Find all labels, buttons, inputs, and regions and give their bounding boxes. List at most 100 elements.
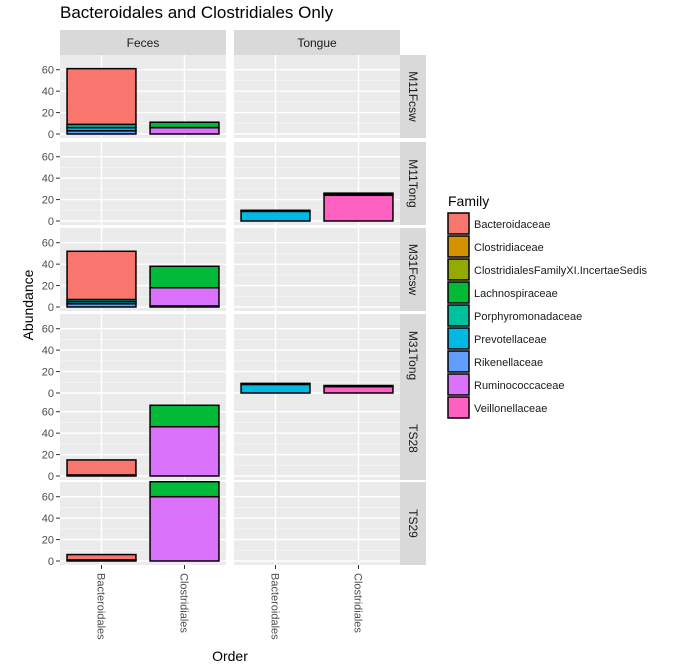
- bar-bacteroidales-bacteroidaceae: [66, 459, 137, 476]
- y-tick-label: 0: [48, 129, 54, 141]
- y-tick-label: 60: [42, 152, 54, 164]
- bar-bacteroidales-porphyromonadaceae: [240, 209, 311, 213]
- y-tick-label: 60: [42, 238, 54, 250]
- y-tick-label: 40: [42, 173, 54, 185]
- x-tick-label-clostridiales: Clostridiales: [352, 573, 364, 633]
- legend-key-bacteroidaceae: [447, 212, 470, 235]
- strip-label-ts28: TS28: [406, 424, 420, 453]
- panel-m11fcsw-tongue: [234, 55, 400, 138]
- strip-ts28: [400, 397, 426, 480]
- y-tick-label: 0: [48, 471, 54, 483]
- bar-bacteroidales-bacteroidaceae: [66, 67, 137, 126]
- legend-key-ruminococcaceae: [447, 373, 470, 396]
- strip-label-feces: Feces: [127, 36, 160, 50]
- panel-m31tong-feces: [60, 314, 226, 397]
- y-tick-label: 0: [48, 388, 54, 400]
- strip-m31tong: [400, 314, 426, 397]
- x-axis-label: Order: [212, 648, 248, 664]
- legend-key-prevotellaceae: [447, 327, 470, 350]
- strip-m11fcsw: [400, 55, 426, 138]
- strip-feces: [60, 30, 226, 55]
- legend-label-clostridiaceae: Clostridiaceae: [474, 242, 544, 254]
- bar-bacteroidales-prevotellaceae: [240, 210, 311, 222]
- legend-key-clostridiaceae: [447, 235, 470, 258]
- bar-bacteroidales-prevotellaceae: [240, 383, 311, 394]
- panel-m31tong-tongue: [234, 314, 400, 397]
- strip-ts29: [400, 482, 426, 565]
- y-tick-label: 20: [42, 195, 54, 207]
- panel-ts28-tongue: [234, 397, 400, 480]
- panel-background: [60, 314, 226, 397]
- legend-key-rikenellaceae: [447, 350, 470, 373]
- panels-layer: Feces Tongue M11Fcsw 0 20 40 60 M11Tong 0 20 40 60 M…: [42, 30, 426, 640]
- y-tick-label: 40: [42, 428, 54, 440]
- y-tick-label: 60: [42, 492, 54, 504]
- bar-bacteroidales-porphyromonadaceae: [240, 382, 311, 386]
- legend-label-prevotellaceae: Prevotellaceae: [474, 334, 547, 346]
- y-axis-label: Abundance: [20, 269, 36, 340]
- strip-label-m11tong: M11Tong: [406, 159, 420, 207]
- y-tick-label: 40: [42, 259, 54, 271]
- strip-m31fcsw: [400, 228, 426, 311]
- legend-label-rikenellaceae: Rikenellaceae: [474, 357, 543, 369]
- strip-label-m31tong: M31Tong: [406, 331, 420, 380]
- y-tick-label: 20: [42, 535, 54, 547]
- y-tick-label: 20: [42, 450, 54, 462]
- legend-label-bacteroidaceae: Bacteroidaceae: [474, 219, 550, 231]
- strip-m11tong: [400, 142, 426, 225]
- bar-bacteroidales-bacteroidaceae: [66, 553, 137, 561]
- panel-m11fcsw-feces: [60, 55, 226, 138]
- legend-label-lachnospiraceae: Lachnospiraceae: [474, 288, 558, 300]
- strip-label-m31fcsw: M31Fcsw: [406, 244, 420, 296]
- strip-label-tongue: Tongue: [297, 36, 337, 50]
- legend-label-ruminococcaceae: Ruminococcaceae: [474, 380, 565, 392]
- bar-clostridiales-veillonellaceae: [323, 194, 394, 222]
- bar-clostridiales-ruminococcaceae: [149, 126, 220, 135]
- x-tick-label-bacteroidales: Bacteroidales: [269, 573, 281, 640]
- legend-key-veillonellaceae: [447, 396, 470, 419]
- y-tick-label: 0: [48, 556, 54, 568]
- y-tick-label: 40: [42, 513, 54, 525]
- y-tick-label: 40: [42, 86, 54, 98]
- y-tick-label: 20: [42, 108, 54, 120]
- panel-m11tong-feces: [60, 142, 226, 225]
- y-tick-label: 20: [42, 281, 54, 293]
- y-tick-label: 60: [42, 65, 54, 77]
- bar-clostridiales-veillonellaceae: [323, 385, 394, 394]
- panel-ts28-feces: [60, 397, 226, 480]
- y-tick-label: 0: [48, 302, 54, 314]
- y-tick-label: 20: [42, 367, 54, 379]
- y-tick-label: 0: [48, 216, 54, 228]
- legend-key-porphyromonadaceae: [447, 304, 470, 327]
- bar-clostridiales-lachnospiraceae: [149, 404, 220, 428]
- bar-clostridiales-ruminococcaceae: [149, 286, 220, 307]
- legend-key-clostridialesfamilyxi-incertaesedis: [447, 258, 470, 281]
- strip-label-m11fcsw: M11Fcsw: [406, 71, 420, 122]
- panel-m11tong-tongue: [234, 142, 400, 225]
- panel-background: [234, 397, 400, 480]
- chart-title: Bacteroidales and Clostridiales Only: [60, 3, 334, 22]
- y-tick-label: 60: [42, 324, 54, 336]
- bar-clostridiales-lachnospiraceae: [323, 384, 394, 388]
- legend-label-veillonellaceae: Veillonellaceae: [474, 403, 547, 415]
- panel-m31fcsw-tongue: [234, 228, 400, 311]
- bar-clostridiales-ruminococcaceae: [149, 425, 220, 477]
- bar-bacteroidales-bacteroidaceae: [66, 250, 137, 301]
- bar-clostridiales-lachnospiraceae: [149, 265, 220, 289]
- bar-clostridiales-ruminococcaceae: [149, 495, 220, 562]
- panel-background: [234, 55, 400, 138]
- legend-label-clostridialesfamilyxi-incertaesedis: ClostridialesFamilyXI.IncertaeSedis: [474, 265, 648, 277]
- y-tick-label: 60: [42, 407, 54, 419]
- panel-ts29-tongue: [234, 482, 400, 565]
- panel-background: [234, 482, 400, 565]
- y-tick-label: 40: [42, 345, 54, 357]
- legend-label-porphyromonadaceae: Porphyromonadaceae: [474, 311, 582, 323]
- panel-m31fcsw-feces: [60, 228, 226, 311]
- panel-background: [60, 142, 226, 225]
- strip-tongue: [234, 30, 400, 55]
- bar-clostridiales-lachnospiraceae: [149, 121, 220, 129]
- x-tick-label-clostridiales: Clostridiales: [178, 573, 190, 633]
- panel-ts29-feces: [60, 480, 226, 565]
- legend: Bacteroidaceae Clostridiaceae Clostridiale…: [447, 212, 648, 419]
